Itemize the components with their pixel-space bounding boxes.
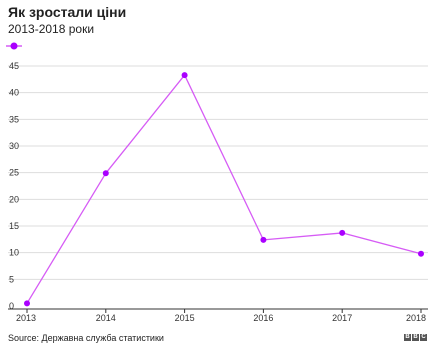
y-tick-label: 15 — [9, 221, 19, 231]
gridlines — [8, 65, 428, 280]
data-point — [418, 250, 424, 257]
data-point — [260, 236, 267, 243]
x-tick-label: 2017 — [332, 313, 352, 323]
y-tick-label: 35 — [9, 114, 19, 124]
y-tick-label: 45 — [9, 61, 19, 71]
y-tick-label: 30 — [9, 141, 19, 151]
legend-marker-icon — [6, 42, 22, 50]
x-axis-ticks: 2013 2014 2015 2016 2017 2018 — [16, 309, 426, 323]
chart-subtitle: 2013-2018 роки — [8, 22, 95, 36]
logo-letter: C — [420, 334, 427, 341]
x-tick-label: 2013 — [16, 313, 36, 323]
x-tick-label: 2015 — [175, 313, 195, 323]
y-tick-label: 40 — [9, 88, 19, 98]
data-point — [24, 300, 30, 307]
y-tick-label: 25 — [9, 168, 19, 178]
x-tick-label: 2016 — [253, 313, 273, 323]
y-tick-label: 0 — [9, 301, 14, 311]
logo-letter: B — [412, 334, 419, 341]
chart-title: Як зростали ціни — [8, 4, 127, 20]
series — [24, 72, 424, 307]
y-tick-label: 5 — [9, 274, 14, 284]
data-point — [339, 229, 346, 236]
x-tick-label: 2014 — [96, 313, 116, 323]
source-note: Source: Державна служба статистики — [8, 333, 164, 343]
logo-letter: B — [404, 334, 411, 341]
bbc-logo: B B C — [404, 334, 427, 341]
data-point — [102, 170, 109, 177]
series-line — [26, 74, 422, 304]
y-tick-label: 10 — [9, 248, 19, 258]
y-axis-ticks: 0 5 10 15 20 25 30 35 40 45 — [9, 61, 19, 311]
x-tick-label: 2018 — [406, 313, 426, 323]
y-tick-label: 20 — [9, 194, 19, 204]
data-point — [181, 72, 188, 79]
